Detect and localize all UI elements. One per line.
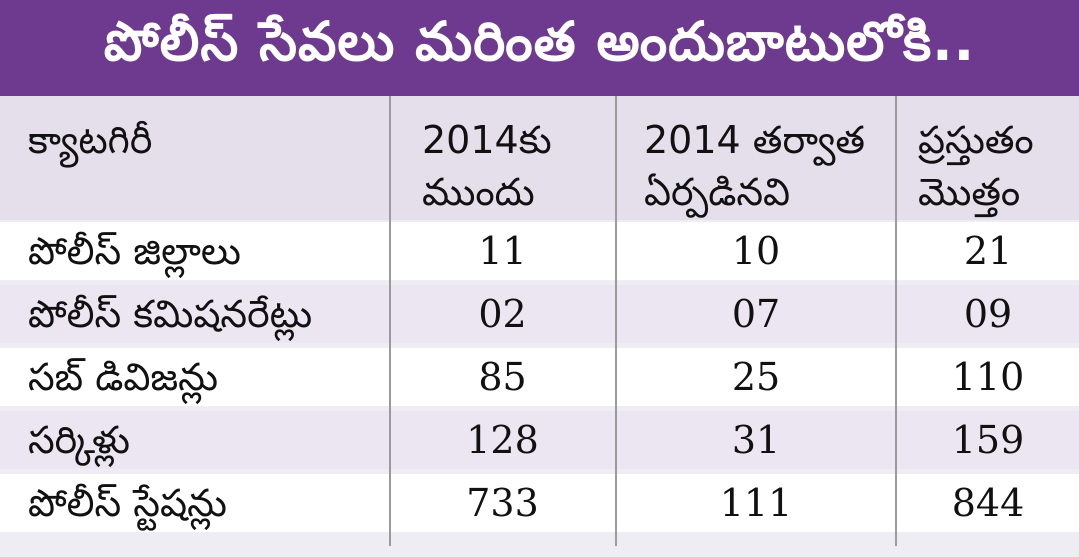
row-total: 21 [963, 229, 1013, 273]
table-row: పోలీస్ కమిషనరేట్లు 02 07 09 [0, 285, 1079, 343]
row-total: 844 [951, 481, 1025, 525]
row-before-2014: 02 [478, 292, 527, 336]
row-after-2014: 31 [731, 418, 781, 462]
column-divider [389, 96, 391, 546]
row-category: సబ్ డివిజన్లు [28, 355, 218, 399]
table-header: క్యాటగిరీ 2014కు ముందు 2014 తర్వాత ఏర్పడ… [0, 96, 1079, 220]
header-before-2014: 2014కు ముందు [422, 118, 552, 214]
header-total: ప్రస్తుతం మొత్తం [918, 118, 1034, 214]
row-after-2014: 111 [719, 481, 793, 525]
row-before-2014: 128 [466, 418, 539, 462]
row-total: 110 [951, 355, 1025, 399]
row-before-2014: 733 [466, 481, 539, 525]
title-bar: పోలీస్ సేవలు మరింత అందుబాటులోకి.. [0, 0, 1079, 96]
header-category: క్యాటగిరీ [28, 118, 153, 162]
row-category: పోలీస్ జిల్లాలు [28, 229, 241, 273]
table-row: సర్కిళ్లు 128 31 159 [0, 411, 1079, 469]
row-category: పోలీస్ స్టేషన్లు [28, 481, 227, 525]
data-table: క్యాటగిరీ 2014కు ముందు 2014 తర్వాత ఏర్పడ… [0, 96, 1079, 557]
row-before-2014: 85 [478, 355, 527, 399]
row-before-2014: 11 [478, 229, 527, 273]
column-divider [895, 96, 897, 546]
header-after-2014: 2014 తర్వాత ఏర్పడినవి [644, 118, 865, 214]
row-total: 159 [951, 418, 1025, 462]
table-row: పోలీస్ జిల్లాలు 11 10 21 [0, 222, 1079, 280]
table-row: పోలీస్ స్టేషన్లు 733 111 844 [0, 474, 1079, 532]
row-category: సర్కిళ్లు [28, 418, 130, 462]
row-after-2014: 10 [731, 229, 781, 273]
row-category: పోలీస్ కమిషనరేట్లు [28, 292, 313, 336]
row-total: 09 [963, 292, 1013, 336]
column-divider [615, 96, 617, 546]
table-row: సబ్ డివిజన్లు 85 25 110 [0, 348, 1079, 406]
row-after-2014: 07 [731, 292, 781, 336]
row-after-2014: 25 [731, 355, 781, 399]
table-title: పోలీస్ సేవలు మరింత అందుబాటులోకి.. [103, 9, 976, 73]
bottom-strip [0, 546, 1079, 557]
